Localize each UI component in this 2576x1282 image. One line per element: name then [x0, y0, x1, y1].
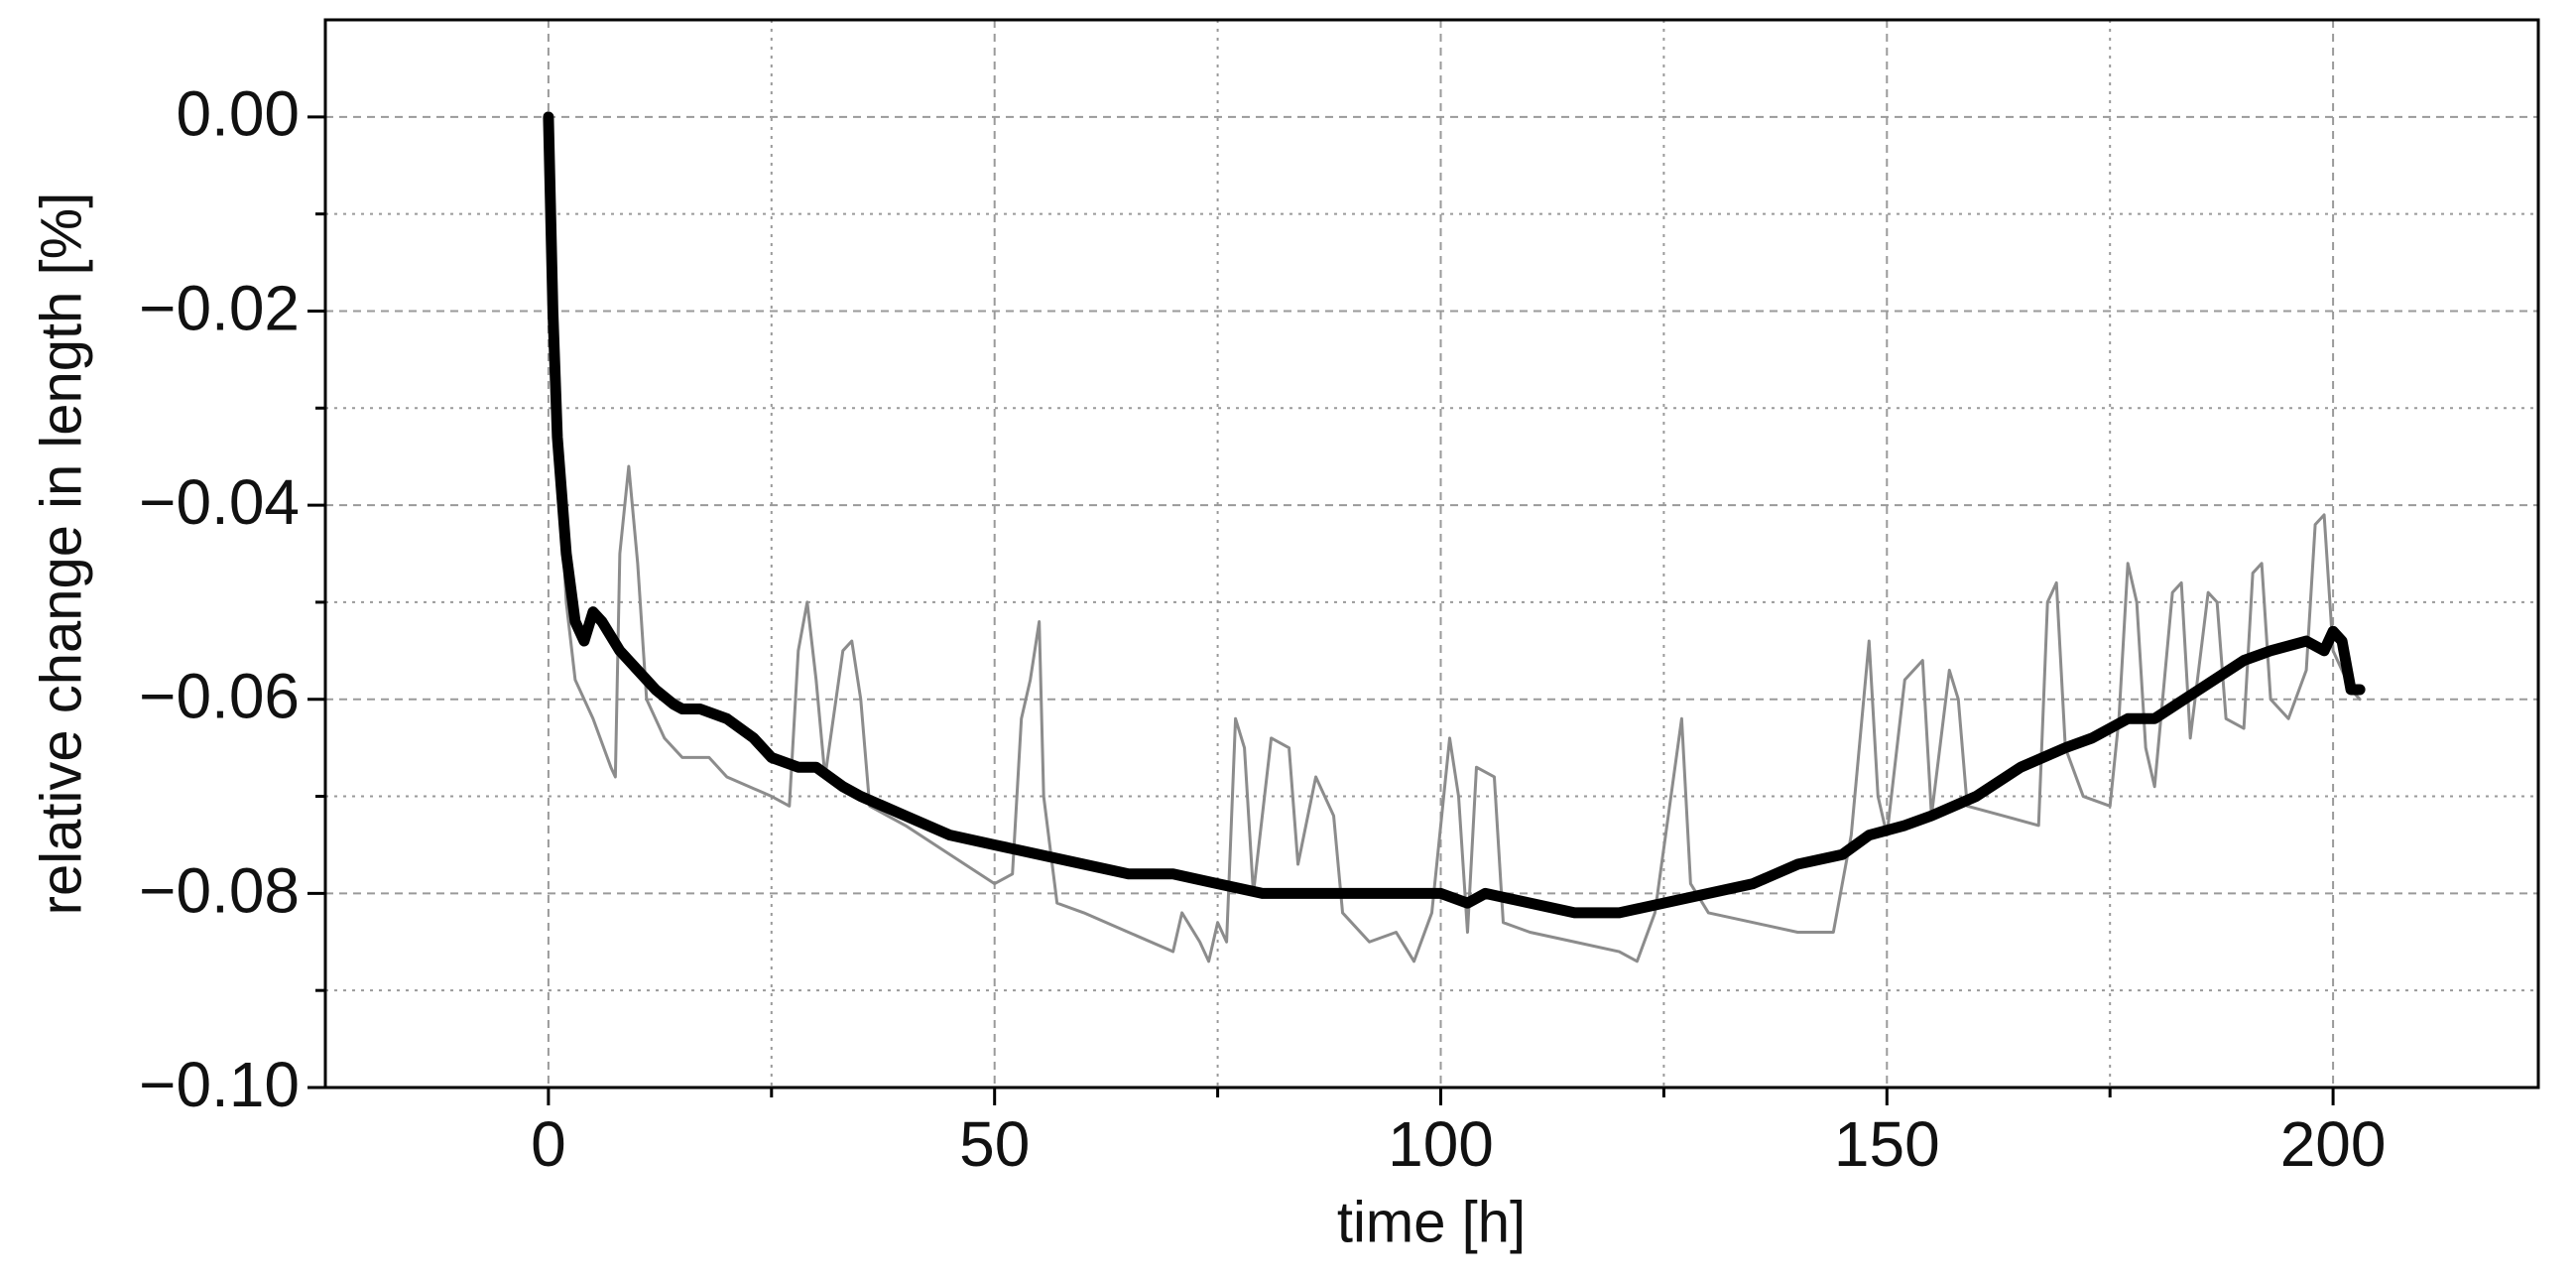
y-tick-label: −0.04: [139, 466, 300, 538]
x-tick-label: 200: [2280, 1108, 2387, 1180]
y-tick-label: −0.06: [139, 661, 300, 732]
plot-frame: [323, 18, 2540, 1090]
x-tick-label: 150: [1834, 1108, 1940, 1180]
y-tick-label: −0.08: [139, 854, 300, 926]
x-tick-label: 100: [1388, 1108, 1494, 1180]
data-line: [543, 111, 2366, 919]
y-tick-label: −0.02: [139, 272, 300, 343]
y-axis-title: relative change in length [%]: [29, 192, 93, 916]
x-tick-label: 0: [531, 1108, 566, 1180]
x-axis-title: time [h]: [1337, 1190, 1526, 1254]
data-line: [547, 115, 2362, 963]
y-tick-label: −0.10: [139, 1049, 300, 1120]
x-tick-label: 50: [959, 1108, 1030, 1180]
y-tick-label: 0.00: [176, 78, 300, 150]
